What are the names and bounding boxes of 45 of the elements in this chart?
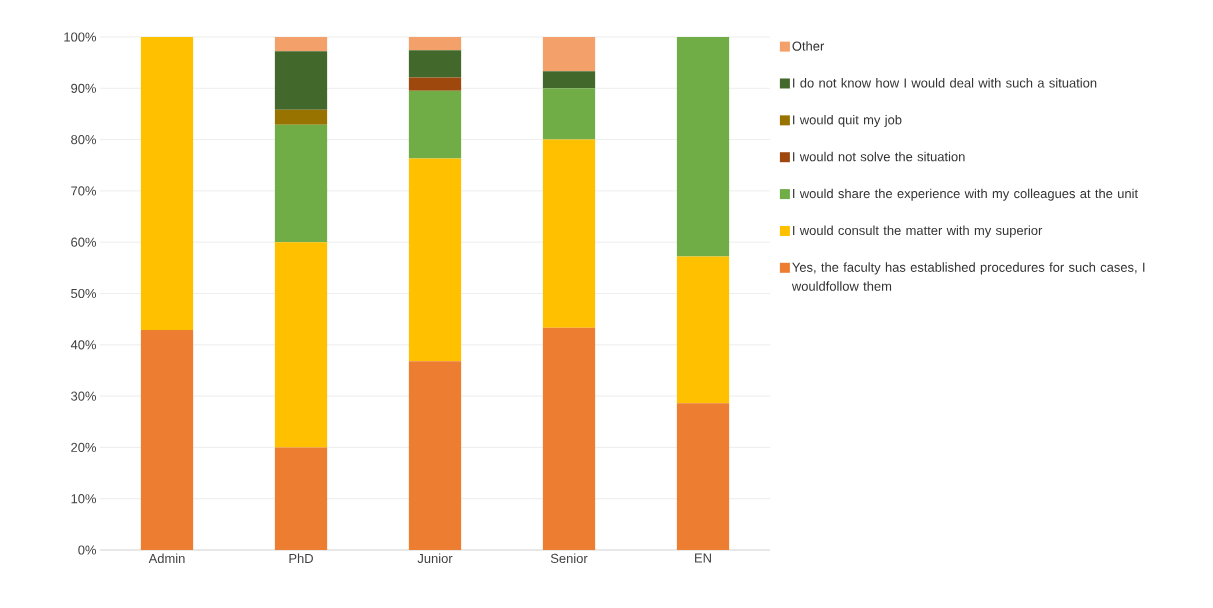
x-tick-label: EN — [695, 553, 711, 563]
bar — [542, 36, 596, 72]
bar — [542, 88, 596, 140]
bar — [274, 51, 328, 110]
bar — [408, 50, 462, 78]
bar — [408, 361, 462, 550]
y-tick-label: 70% — [71, 186, 97, 196]
y-tick-label: 50% — [71, 288, 97, 299]
x-tick-label: PhD — [289, 553, 313, 563]
bar — [676, 403, 730, 550]
legend-label: I would share the experience with my colleagues at the unit — [793, 188, 1138, 201]
y-tick-label: 10% — [71, 494, 97, 504]
bar — [408, 158, 462, 362]
bar — [408, 77, 462, 91]
bar — [140, 329, 194, 550]
bar — [274, 447, 328, 550]
bar — [408, 90, 462, 159]
x-tick-label: Admin — [148, 553, 185, 564]
legend-label: I would not solve the situation — [793, 151, 965, 162]
bar — [274, 242, 328, 448]
bar — [274, 36, 328, 52]
y-tick-label: 0% — [78, 545, 97, 555]
y-tick-label: 80% — [71, 135, 97, 145]
bar — [542, 71, 596, 89]
legend-label: I do not know how I would deal with such a situation — [793, 78, 1097, 88]
x-tick-label: Junior — [417, 553, 453, 564]
bar — [676, 36, 730, 257]
bar — [408, 36, 462, 51]
legend-label: Yes, the faculty has established procedures for such cases, I wouldfollow them — [791, 262, 1145, 291]
y-tick-label: 40% — [70, 340, 97, 350]
bar — [542, 327, 596, 550]
bar — [140, 36, 194, 330]
y-tick-label: 60% — [71, 237, 97, 247]
y-tick-label: 30% — [71, 391, 97, 401]
legend-label: I would consult the matter with my superior — [793, 225, 1043, 238]
bar — [274, 124, 328, 243]
bar — [274, 109, 328, 125]
y-tick-label: 90% — [71, 83, 97, 93]
bar — [676, 256, 730, 404]
x-tick-label: Senior — [550, 553, 588, 564]
legend-label: Other — [792, 41, 825, 51]
y-tick-label: 100% — [64, 32, 97, 42]
bar — [542, 139, 596, 328]
y-tick-label: 20% — [71, 442, 97, 452]
legend-label: I would quit my job — [793, 114, 902, 127]
